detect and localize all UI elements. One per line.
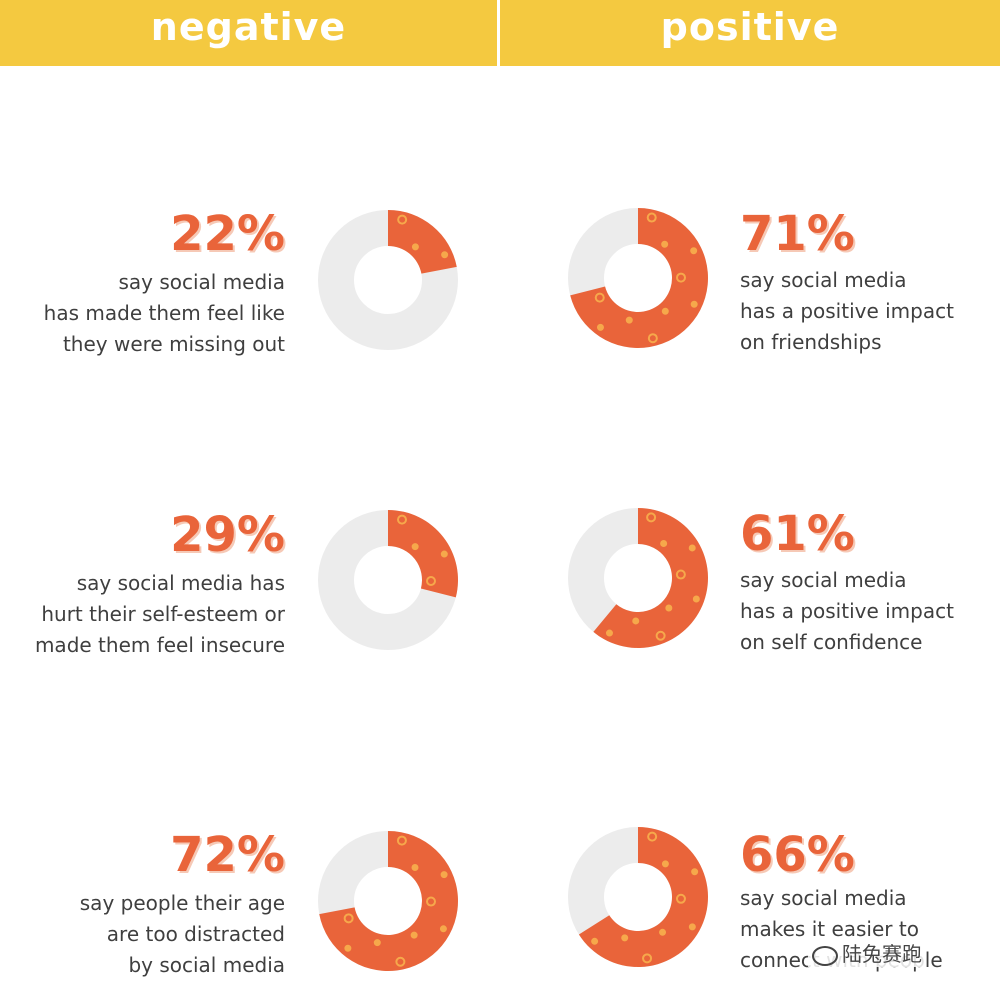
donut-pattern-mark bbox=[659, 928, 667, 936]
stat-description-line: say social media bbox=[740, 268, 907, 292]
donut-pattern-mark bbox=[621, 934, 629, 942]
stat-description-line: say people their age bbox=[79, 891, 285, 915]
donut-pattern-mark bbox=[647, 333, 658, 344]
donut-pattern-mark bbox=[440, 550, 448, 558]
negative-header-label: negative bbox=[150, 5, 347, 49]
stat-description-line: has a positive impact bbox=[740, 599, 954, 623]
donut-pattern-mark bbox=[661, 860, 669, 868]
stat-description-line: has made them feel like bbox=[43, 301, 285, 325]
donut-pattern-mark bbox=[395, 956, 406, 967]
donut-pattern-mark bbox=[396, 835, 407, 846]
watermark: 陆兔赛跑 bbox=[808, 938, 926, 967]
donut-chart-negative-2 bbox=[318, 510, 458, 650]
stat-description-line: hurt their self-esteem or bbox=[41, 602, 285, 626]
stat-item-positive-1: 71% say social media has a positive impa… bbox=[740, 205, 995, 365]
donut-slice bbox=[578, 827, 708, 967]
donut-pattern-mark bbox=[596, 323, 604, 331]
donut-pattern-mark bbox=[688, 923, 696, 931]
donut-slice bbox=[388, 510, 458, 598]
donut-pattern-mark bbox=[647, 831, 658, 842]
donut-pattern-mark bbox=[692, 595, 700, 603]
donut-chart-positive-1 bbox=[568, 208, 708, 348]
donut-pattern-mark bbox=[675, 893, 686, 904]
stat-description-line: say social media bbox=[118, 270, 285, 294]
donut-pattern-mark bbox=[411, 243, 419, 251]
stat-description-line: they were missing out bbox=[62, 332, 285, 356]
donut-chart-positive-2 bbox=[568, 508, 708, 648]
donut-pattern-mark bbox=[690, 300, 698, 308]
stat-item-negative-3: 72% say people their age are too distrac… bbox=[0, 826, 285, 986]
stat-description-line: on self confidence bbox=[740, 630, 923, 654]
donut-pattern-mark bbox=[665, 604, 673, 612]
donut-slice bbox=[593, 508, 708, 648]
donut-pattern-mark bbox=[397, 214, 408, 225]
donut-chart-negative-1 bbox=[318, 210, 458, 350]
wechat-icon bbox=[812, 945, 838, 966]
stat-percent: 71% bbox=[740, 206, 855, 262]
stat-percent: 72% bbox=[170, 827, 285, 883]
stat-percent: 61% bbox=[740, 506, 855, 562]
stat-description-line: are too distracted bbox=[106, 922, 285, 946]
donut-pattern-mark bbox=[646, 512, 657, 523]
stat-description-line: say social media bbox=[740, 568, 907, 592]
donut-pattern-mark bbox=[373, 939, 381, 947]
stat-description-line: made them feel insecure bbox=[34, 633, 285, 657]
stat-item-negative-1: 22% say social media has made them feel … bbox=[0, 205, 285, 365]
header-divider bbox=[497, 0, 500, 66]
stat-description-line: say social media has bbox=[76, 571, 285, 595]
donut-pattern-mark bbox=[605, 629, 613, 637]
donut-pattern-mark bbox=[344, 944, 352, 952]
donut-pattern-mark bbox=[410, 931, 418, 939]
donut-pattern-mark bbox=[425, 896, 436, 907]
donut-pattern-mark bbox=[688, 544, 696, 552]
donut-chart-positive-3 bbox=[568, 827, 708, 967]
donut-pattern-mark bbox=[675, 272, 686, 283]
negative-header: negative bbox=[0, 0, 497, 66]
donut-pattern-mark bbox=[396, 514, 407, 525]
donut-pattern-mark bbox=[440, 871, 448, 879]
stat-description-line: by social media bbox=[128, 953, 285, 977]
donut-pattern-mark bbox=[425, 576, 436, 587]
donut-pattern-mark bbox=[660, 539, 668, 547]
donut-pattern-mark bbox=[691, 868, 699, 876]
stat-description-line: makes it easier to bbox=[740, 917, 919, 941]
donut-pattern-mark bbox=[591, 937, 599, 945]
stat-percent: 22% bbox=[170, 206, 285, 262]
donut-pattern-mark bbox=[411, 543, 419, 551]
donut-pattern-mark bbox=[439, 925, 447, 933]
stat-item-positive-2: 61% say social media has a positive impa… bbox=[740, 505, 995, 665]
donut-pattern-mark bbox=[594, 292, 605, 303]
stat-percent: 29% bbox=[170, 507, 285, 563]
donut-slice bbox=[319, 831, 458, 971]
stat-percent: 66% bbox=[740, 827, 855, 883]
stat-item-negative-2: 29% say social media has hurt their self… bbox=[0, 506, 285, 666]
stat-description-line: say social media bbox=[740, 886, 907, 910]
donut-slice bbox=[388, 210, 457, 274]
donut-pattern-mark bbox=[632, 617, 640, 625]
donut-pattern-mark bbox=[655, 630, 666, 641]
positive-header: positive bbox=[500, 0, 1000, 66]
donut-chart-negative-3 bbox=[318, 831, 458, 971]
donut-pattern-mark bbox=[661, 240, 669, 248]
donut-pattern-mark bbox=[441, 251, 449, 259]
donut-pattern-mark bbox=[675, 569, 686, 580]
donut-slice bbox=[570, 208, 708, 348]
donut-pattern-mark bbox=[646, 212, 657, 223]
donut-pattern-mark bbox=[661, 307, 669, 315]
donut-pattern-mark bbox=[343, 913, 354, 924]
stat-description-line: on friendships bbox=[740, 330, 882, 354]
stat-description-line: has a positive impact bbox=[740, 299, 954, 323]
donut-pattern-mark bbox=[642, 953, 653, 964]
watermark-text: 陆兔赛跑 bbox=[842, 942, 922, 966]
positive-header-label: positive bbox=[660, 5, 840, 49]
donut-pattern-mark bbox=[625, 316, 633, 324]
donut-pattern-mark bbox=[690, 247, 698, 255]
donut-pattern-mark bbox=[411, 864, 419, 872]
